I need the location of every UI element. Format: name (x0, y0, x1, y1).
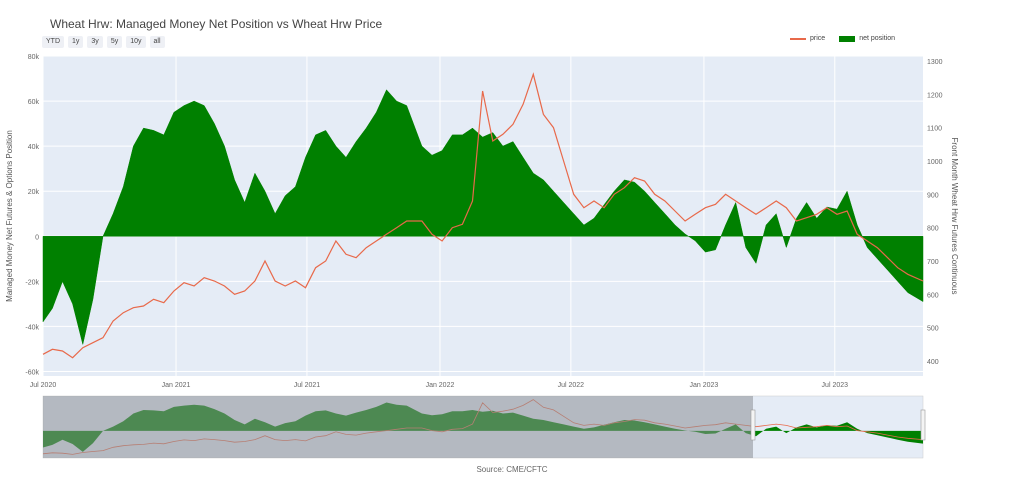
source-note: Source: CME/CFTC (476, 465, 548, 474)
y-left-tick-label: 0 (35, 234, 39, 241)
legend-item-net-position[interactable]: net position (839, 35, 895, 42)
y-right-tick-label: 1200 (927, 92, 943, 99)
range-button-all[interactable]: all (149, 36, 165, 48)
range-selector: YTD 1y 3y 5y 10y all (42, 36, 165, 48)
range-button-10y[interactable]: 10y (126, 36, 146, 48)
range-button-1y[interactable]: 1y (68, 36, 84, 48)
chart-title: Wheat Hrw: Managed Money Net Position vs… (50, 17, 383, 31)
y-left-tick-label: 80k (28, 54, 40, 61)
x-tick-label: Jan 2021 (162, 382, 191, 389)
y-right-tick-label: 500 (927, 326, 939, 333)
slider-mask-left (43, 396, 753, 458)
legend-item-price[interactable]: price (790, 35, 825, 42)
y-right-tick-label: 700 (927, 259, 939, 266)
legend-swatch-net-position (839, 35, 856, 42)
y-left-tick-label: 60k (28, 99, 40, 106)
y-right-tick-label: 1100 (927, 126, 942, 133)
legend-label-net-position: net position (859, 35, 895, 42)
range-slider[interactable] (42, 395, 926, 459)
y-right-tick-label: 1000 (927, 159, 943, 166)
y-left-tick-label: -20k (25, 279, 39, 286)
y-right-axis-title: Front Month Wheat Hrw Futures Continuous (950, 138, 959, 295)
net-position-area (42, 89, 924, 345)
x-tick-label: Jul 2020 (30, 382, 57, 389)
slider-handle-left[interactable] (750, 409, 756, 441)
legend-swatch-price (790, 37, 806, 40)
y-right-tick-label: 800 (927, 226, 939, 233)
range-button-3y[interactable]: 3y (87, 36, 103, 48)
main-plot: -60k -40k -20k 0 20k 40k 60k 80k 400 500 600 700 800… (5, 54, 959, 389)
legend: price net position (790, 35, 895, 42)
legend-label-price: price (810, 35, 826, 42)
y-right-tick-label: 400 (927, 359, 939, 366)
x-tick-label: Jan 2023 (689, 382, 718, 389)
range-button-ytd[interactable]: YTD (42, 36, 64, 48)
x-tick-label: Jul 2022 (558, 382, 585, 389)
y-left-axis-title: Managed Money Net Futures & Options Posi… (5, 130, 14, 302)
y-right-tick-label: 600 (927, 292, 939, 299)
x-tick-label: Jan 2022 (426, 382, 455, 389)
y-left-tick-label: -60k (25, 369, 39, 376)
y-left-tick-label: 20k (28, 189, 40, 196)
slider-handle-right[interactable] (920, 409, 926, 441)
y-right-tick-label: 900 (927, 192, 939, 199)
y-right-tick-label: 1300 (927, 59, 943, 66)
y-left-tick-label: 40k (28, 144, 40, 151)
x-tick-label: Jul 2021 (294, 382, 321, 389)
y-left-tick-label: -40k (25, 324, 39, 331)
range-button-5y[interactable]: 5y (106, 36, 123, 48)
x-tick-label: Jul 2023 (822, 382, 849, 389)
price-line (42, 72, 924, 359)
